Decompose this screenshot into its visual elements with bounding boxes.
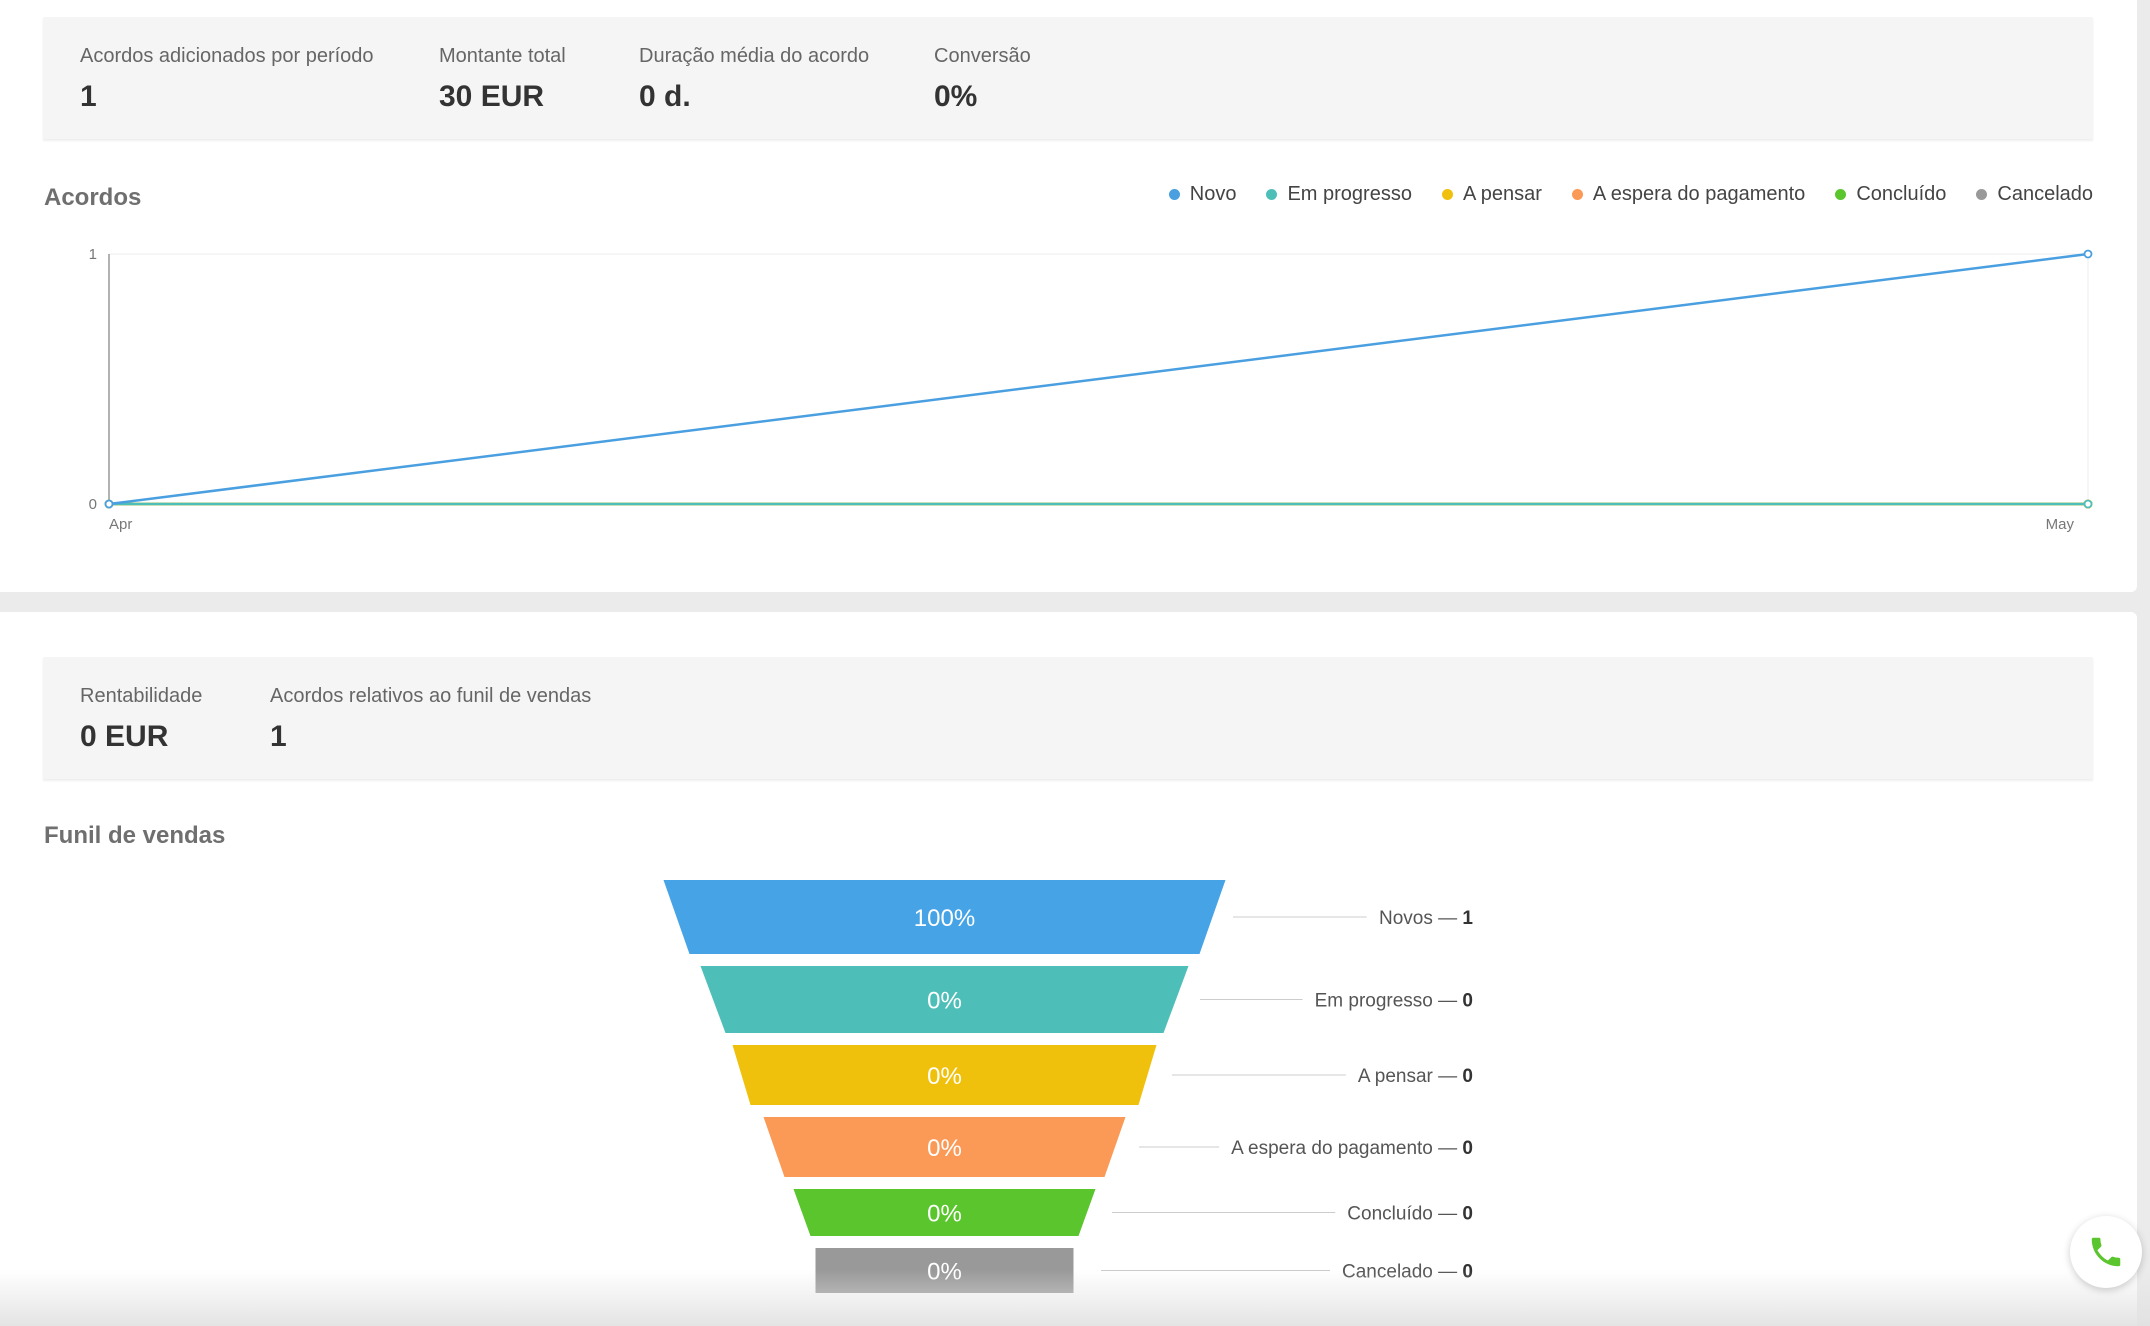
point-novo[interactable] xyxy=(104,499,114,509)
funnel-title: Funil de vendas xyxy=(44,822,226,849)
y-tick-label: 1 xyxy=(89,246,97,263)
legend-label: Cancelado xyxy=(1997,183,2093,205)
funnel-stage-label: Em progresso — 0 xyxy=(1315,991,1473,1012)
legend-label: A espera do pagamento xyxy=(1592,183,1806,205)
legend-dot xyxy=(1571,189,1583,200)
legend-label: Em progresso xyxy=(1287,183,1412,205)
legend-dot xyxy=(1976,189,1988,200)
stat-value: 1 xyxy=(80,80,97,113)
sales-funnel-chart: 100% Novos — 1 0% Em progresso — 0 0% A pensa… xyxy=(663,880,1473,1293)
summary-stats: Acordos adicionados por período 1 Montan… xyxy=(43,17,2093,139)
x-tick-label: May xyxy=(2046,516,2075,533)
legend-dot xyxy=(1441,189,1453,200)
funnel-segment-a-espera-do-pagamento[interactable] xyxy=(763,1117,1126,1177)
funnel-stage-label: Concluído — 0 xyxy=(1347,1204,1473,1225)
legend-item-novo[interactable]: Novo xyxy=(1168,183,1237,206)
funnel-segment-a-pensar[interactable] xyxy=(732,1045,1157,1105)
legend-item-cancelado[interactable]: Cancelado xyxy=(1976,183,2093,206)
funnel-percent-label: 0% xyxy=(927,1201,962,1228)
stat-label: Conversão xyxy=(934,45,1031,67)
funnel-segment-concluido[interactable] xyxy=(793,1189,1096,1236)
legend-item-em-progresso[interactable]: Em progresso xyxy=(1266,183,1412,206)
point-em-progresso[interactable] xyxy=(2083,499,2093,509)
funnel-percent-label: 0% xyxy=(927,1259,962,1286)
legend-label: Novo xyxy=(1189,183,1237,205)
funnel-percent-label: 0% xyxy=(927,1063,962,1090)
funnel-segment-em-progresso[interactable] xyxy=(700,966,1189,1033)
y-tick-label: 0 xyxy=(89,496,97,513)
stat-value: 0% xyxy=(934,80,978,113)
deals-chart-title: Acordos xyxy=(44,184,142,211)
funnel-stage-label: Cancelado — 0 xyxy=(1342,1262,1473,1283)
stat-value: 1 xyxy=(270,720,287,753)
funnel-stage-label: A pensar — 0 xyxy=(1358,1066,1473,1087)
stat-label: Duração média do acordo xyxy=(639,45,870,67)
funnel-segment-novos[interactable] xyxy=(663,880,1226,954)
call-button[interactable] xyxy=(2070,1216,2142,1288)
funnel-stage-label: A espera do pagamento — 0 xyxy=(1231,1138,1473,1159)
legend-label: Concluído xyxy=(1856,183,1947,205)
stat-profitability: Rentabilidade 0 EUR xyxy=(80,685,202,754)
point-novo[interactable] xyxy=(2083,249,2093,259)
series-line-novo xyxy=(108,252,2089,506)
stat-funnel-deals: Acordos relativos ao funil de vendas 1 xyxy=(270,685,591,754)
profit-stats: Rentabilidade 0 EUR Acordos relativos ao… xyxy=(43,657,2093,779)
legend-item-concluido[interactable]: Concluído xyxy=(1835,183,1946,206)
legend-label: A pensar xyxy=(1462,183,1542,205)
funnel-percent-label: 0% xyxy=(927,1135,962,1162)
legend-dot xyxy=(1835,189,1847,200)
stat-value: 0 d. xyxy=(639,80,691,113)
legend-item-a-pensar[interactable]: A pensar xyxy=(1441,183,1542,206)
stat-value: 30 EUR xyxy=(439,80,545,113)
phone-icon xyxy=(2091,1237,2121,1267)
funnel-percent-label: 100% xyxy=(914,905,975,932)
chart-legend: Novo Em progresso A pensar A espera do paga… xyxy=(1168,183,2093,206)
funnel-percent-label: 0% xyxy=(927,988,962,1015)
funnel-stage-label: Novos — 1 xyxy=(1379,908,1473,929)
legend-dot xyxy=(1168,189,1180,200)
deals-card: Acordos adicionados por período 1 Montan… xyxy=(0,0,2137,592)
stat-value: 0 EUR xyxy=(80,720,169,753)
legend-dot xyxy=(1266,189,1278,200)
stat-total-amount: Montante total 30 EUR xyxy=(439,45,566,114)
deals-line-chart: 0 1 Apr May xyxy=(89,246,2093,533)
stat-label: Acordos relativos ao funil de vendas xyxy=(270,685,592,707)
stat-deals-added: Acordos adicionados por período 1 xyxy=(80,45,374,114)
stat-label: Rentabilidade xyxy=(80,685,203,707)
stat-conversion: Conversão 0% xyxy=(934,45,1031,114)
legend-item-a-espera-do-pagamento[interactable]: A espera do pagamento xyxy=(1571,183,1806,206)
stat-average-duration: Duração média do acordo 0 d. xyxy=(639,45,869,114)
stat-label: Acordos adicionados por período xyxy=(80,45,374,67)
stat-label: Montante total xyxy=(439,45,566,67)
x-tick-label: Apr xyxy=(109,516,132,533)
